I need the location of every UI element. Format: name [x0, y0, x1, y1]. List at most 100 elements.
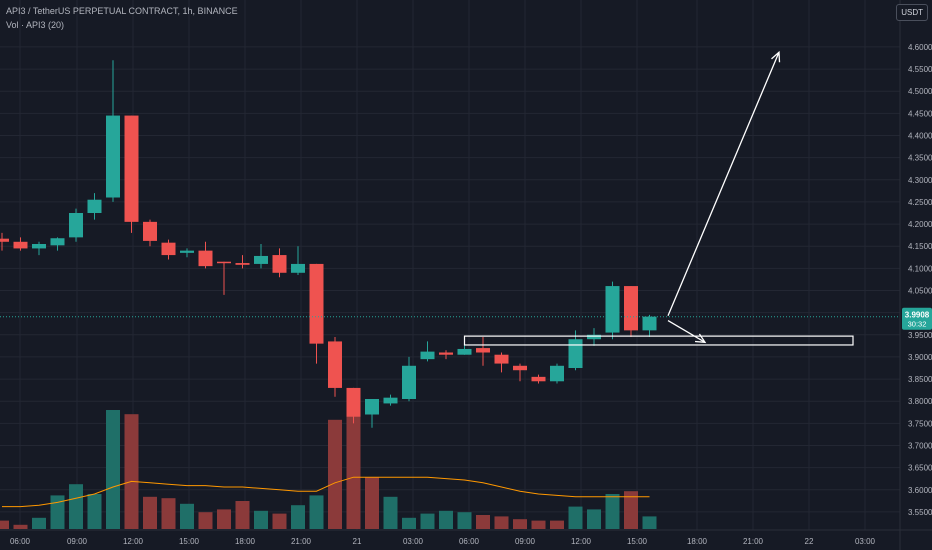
candle-body — [180, 250, 194, 253]
candle-body — [420, 351, 435, 360]
candle-body — [198, 250, 213, 267]
y-tick-label: 4.2500 — [908, 198, 932, 207]
volume-bar — [87, 494, 102, 529]
volume-bar — [198, 512, 213, 529]
candle-body — [642, 316, 657, 331]
volume-bar — [457, 512, 472, 529]
candle-body — [624, 286, 638, 331]
x-tick-label: 18:00 — [687, 537, 708, 546]
volume-bar — [69, 484, 83, 529]
volume-bar — [32, 517, 46, 529]
y-tick-label: 3.9500 — [908, 331, 932, 340]
candle-body — [346, 387, 361, 417]
candle-body — [13, 241, 28, 249]
volume-bar — [568, 506, 583, 529]
y-tick-label: 3.7500 — [908, 419, 932, 428]
volume-bar — [476, 515, 490, 529]
y-tick-label: 3.8500 — [908, 375, 932, 384]
candle-body — [272, 255, 287, 273]
volume-bar — [217, 509, 231, 529]
volume-ma-line — [2, 476, 650, 508]
y-tick-label: 4.3000 — [908, 176, 932, 185]
y-tick-label: 4.5500 — [908, 65, 932, 74]
candle-body — [531, 376, 546, 382]
currency-button[interactable]: USDT — [896, 4, 928, 21]
volume-bar — [291, 505, 305, 529]
bar-countdown: 30:32 — [908, 320, 927, 329]
volume-bar — [13, 524, 28, 529]
volume-bar — [235, 501, 250, 529]
x-tick-label: 12:00 — [571, 537, 592, 546]
x-tick-label: 12:00 — [123, 537, 144, 546]
y-tick-label: 3.7000 — [908, 442, 932, 451]
x-tick-label: 21:00 — [291, 537, 312, 546]
y-tick-label: 4.6000 — [908, 43, 932, 52]
candle-body — [402, 365, 416, 399]
candle-body — [568, 339, 583, 368]
y-tick-label: 4.1000 — [908, 264, 932, 273]
last-price-label-bg — [902, 307, 932, 330]
volume-bar — [124, 414, 139, 529]
x-tick-label: 15:00 — [627, 537, 648, 546]
volume-bar — [272, 513, 287, 529]
arrow-up — [667, 51, 780, 316]
candle-body — [106, 115, 120, 198]
last-price-value: 3.9908 — [905, 311, 930, 320]
arrow-down-head — [694, 333, 707, 344]
volume-bar — [550, 520, 564, 529]
x-tick-label: 22 — [805, 537, 814, 546]
volume-bar — [143, 496, 157, 529]
volume-bar — [365, 477, 379, 529]
candle-body — [87, 199, 102, 213]
volume-bar — [180, 503, 194, 529]
candle-body — [161, 242, 176, 256]
candle-body — [291, 263, 305, 273]
x-tick-label: 15:00 — [179, 537, 200, 546]
volume-bar — [402, 517, 416, 529]
y-tick-label: 4.5000 — [908, 87, 932, 96]
candle-body — [494, 354, 509, 364]
candle-body — [383, 397, 398, 404]
volume-indicator-label: Vol · API3 (20) — [6, 20, 65, 30]
volume-bar — [309, 495, 324, 529]
candle-body — [587, 334, 601, 340]
candle-body — [513, 365, 527, 371]
x-tick-label: 03:00 — [855, 537, 876, 546]
arrow-up-head — [771, 50, 781, 63]
candle-body — [309, 263, 324, 344]
x-tick-label: 06:00 — [459, 537, 480, 546]
candle-body — [457, 348, 472, 355]
candle-body — [124, 115, 139, 222]
candle-body — [50, 238, 65, 246]
volume-bar — [346, 400, 361, 529]
candle-body — [550, 365, 564, 382]
volume-bar — [420, 513, 435, 529]
candle-body — [143, 221, 157, 241]
y-tick-label: 4.2000 — [908, 220, 932, 229]
arrow-down — [667, 320, 706, 343]
support-zone-rectangle — [463, 335, 854, 346]
candle-body — [476, 348, 490, 353]
x-tick-label: 21 — [353, 537, 362, 546]
x-tick-label: 06:00 — [10, 537, 31, 546]
candle-body — [235, 263, 250, 265]
volume-bar — [624, 491, 638, 529]
y-tick-label: 4.3500 — [908, 154, 932, 163]
x-tick-label: 03:00 — [403, 537, 424, 546]
volume-bar — [106, 410, 120, 529]
candle-body — [0, 238, 9, 242]
volume-bar — [605, 494, 620, 529]
y-tick-label: 3.5500 — [908, 508, 932, 517]
volume-bar — [587, 509, 601, 529]
candle-body — [69, 213, 83, 238]
candle-body — [328, 341, 342, 388]
y-tick-label: 4.1500 — [908, 242, 932, 251]
volume-bar — [494, 516, 509, 529]
volume-bar — [383, 496, 398, 529]
volume-bar — [0, 520, 9, 529]
y-tick-label: 3.9000 — [908, 353, 932, 362]
volume-bar — [254, 510, 268, 529]
candle-body — [365, 399, 379, 415]
